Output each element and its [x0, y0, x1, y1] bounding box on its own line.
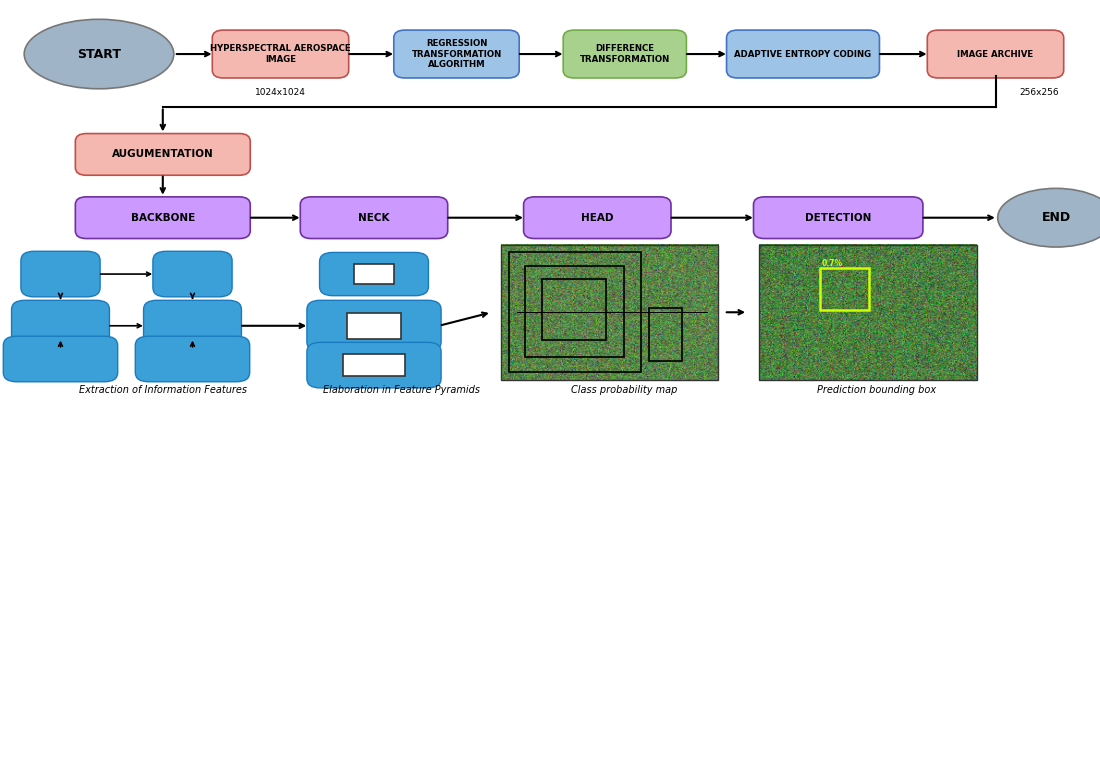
Ellipse shape [24, 19, 174, 89]
Ellipse shape [998, 188, 1100, 247]
Text: REGRESSION
TRANSFORMATION
ALGORITHM: REGRESSION TRANSFORMATION ALGORITHM [411, 39, 502, 69]
FancyBboxPatch shape [394, 30, 519, 78]
Text: START: START [77, 48, 121, 60]
FancyBboxPatch shape [212, 30, 349, 78]
Text: HYPERSPECTRAL AEROSPACE
IMAGE: HYPERSPECTRAL AEROSPACE IMAGE [210, 44, 351, 64]
FancyBboxPatch shape [143, 300, 241, 351]
Text: Extraction of Information Features: Extraction of Information Features [79, 385, 246, 394]
FancyBboxPatch shape [320, 252, 429, 296]
Text: 0.7%: 0.7% [822, 259, 843, 268]
FancyBboxPatch shape [300, 197, 448, 239]
Bar [509, 252, 641, 372]
Bar [542, 279, 606, 340]
Text: Elaboration in Feature Pyramids: Elaboration in Feature Pyramids [323, 385, 480, 394]
FancyBboxPatch shape [354, 263, 394, 285]
FancyBboxPatch shape [75, 197, 250, 239]
FancyBboxPatch shape [3, 337, 118, 381]
Text: NECK: NECK [359, 213, 389, 222]
FancyBboxPatch shape [754, 197, 923, 239]
Bar [649, 308, 682, 361]
Text: 256x256: 256x256 [1020, 88, 1059, 97]
FancyBboxPatch shape [346, 313, 402, 339]
FancyBboxPatch shape [726, 30, 880, 78]
Text: BACKBONE: BACKBONE [131, 213, 195, 222]
FancyBboxPatch shape [927, 30, 1064, 78]
Text: AUGUMENTATION: AUGUMENTATION [112, 150, 213, 159]
FancyBboxPatch shape [135, 337, 250, 381]
FancyBboxPatch shape [563, 30, 686, 78]
Text: ADAPTIVE ENTROPY CODING: ADAPTIVE ENTROPY CODING [735, 49, 871, 59]
FancyBboxPatch shape [11, 300, 110, 351]
Text: IMAGE ARCHIVE: IMAGE ARCHIVE [957, 49, 1034, 59]
Text: Prediction bounding box: Prediction bounding box [817, 385, 936, 394]
FancyBboxPatch shape [21, 251, 100, 296]
FancyBboxPatch shape [307, 300, 441, 351]
Bar [759, 245, 977, 380]
FancyBboxPatch shape [307, 343, 441, 388]
Text: HEAD: HEAD [581, 213, 614, 222]
Bar [500, 245, 718, 380]
FancyBboxPatch shape [343, 354, 405, 376]
Text: 1024x1024: 1024x1024 [255, 88, 306, 97]
Bar [820, 268, 869, 310]
FancyBboxPatch shape [75, 134, 250, 175]
Text: END: END [1042, 212, 1070, 224]
Text: Class probability map: Class probability map [571, 385, 676, 394]
FancyBboxPatch shape [524, 197, 671, 239]
Text: DIFFERENCE
TRANSFORMATION: DIFFERENCE TRANSFORMATION [580, 44, 670, 64]
Text: DETECTION: DETECTION [805, 213, 871, 222]
FancyBboxPatch shape [153, 251, 232, 296]
Bar [525, 266, 624, 357]
